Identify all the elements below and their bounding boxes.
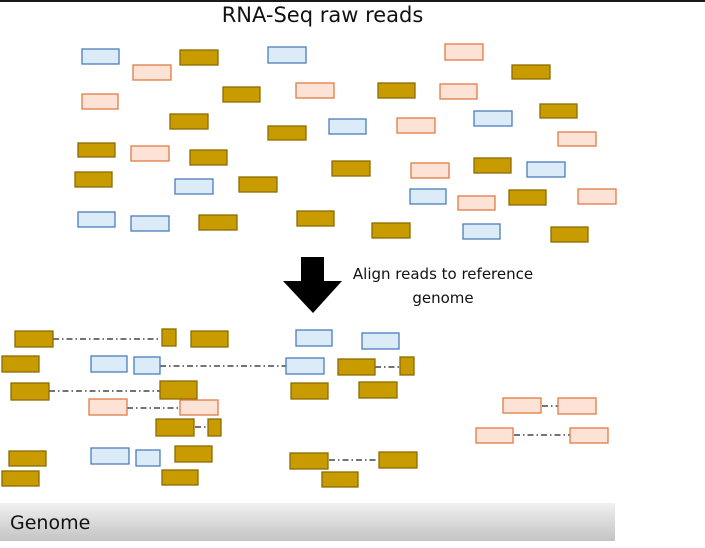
- page-title: RNA-Seq raw reads: [221, 3, 424, 27]
- gold-read: [238, 176, 278, 193]
- peach-read: [444, 43, 484, 61]
- gold-read: [8, 450, 47, 467]
- peach-read: [410, 162, 450, 179]
- gold-read: [190, 330, 229, 348]
- peach-read: [557, 397, 597, 415]
- peach-read: [88, 398, 128, 416]
- gold-read: [296, 210, 335, 227]
- gold-read: [337, 358, 376, 376]
- gold-read: [539, 103, 578, 119]
- gold-read: [1, 470, 40, 487]
- genome-bar: Genome: [0, 503, 615, 541]
- blue-read: [328, 118, 367, 135]
- gold-read: [358, 381, 398, 399]
- blue-read: [267, 46, 307, 64]
- gold-read: [331, 160, 371, 177]
- peach-read: [132, 64, 172, 81]
- peach-read: [502, 397, 542, 414]
- peach-read: [475, 427, 514, 444]
- peach-read: [130, 145, 170, 162]
- gold-read: [508, 189, 547, 206]
- peach-read: [81, 93, 119, 110]
- align-caption: Align reads to reference genome: [330, 262, 556, 310]
- gold-read: [550, 226, 589, 243]
- caption-line-1: Align reads to reference: [352, 265, 534, 283]
- blue-read: [133, 356, 161, 375]
- blue-read: [462, 223, 501, 240]
- peach-read: [439, 83, 478, 100]
- gold-read: [14, 330, 54, 348]
- gold-read: [511, 64, 551, 80]
- gold-read: [289, 452, 329, 470]
- genome-label: Genome: [10, 512, 91, 534]
- gold-read: [321, 471, 359, 488]
- gold-read: [77, 142, 116, 158]
- blue-read: [361, 332, 400, 350]
- blue-read: [135, 449, 161, 467]
- blue-read: [81, 48, 120, 65]
- gold-read: [377, 82, 416, 99]
- gold-read: [159, 380, 198, 400]
- peach-read: [179, 399, 219, 416]
- peach-read: [577, 188, 617, 205]
- caption-line-2: genome: [412, 289, 474, 307]
- gold-read: [161, 328, 177, 347]
- gold-read: [222, 86, 261, 103]
- raw-reads-group: [74, 43, 617, 243]
- gold-read: [290, 382, 329, 400]
- peach-read: [569, 427, 609, 444]
- blue-read: [90, 355, 128, 373]
- blue-read: [409, 188, 447, 205]
- blue-read: [526, 161, 566, 178]
- blue-read: [295, 329, 333, 347]
- blue-read: [77, 211, 116, 228]
- gold-read: [1, 355, 40, 373]
- gold-read: [207, 418, 222, 437]
- gold-read: [378, 451, 418, 469]
- peach-read: [295, 82, 335, 99]
- blue-read: [285, 357, 325, 375]
- peach-read: [557, 131, 597, 147]
- gold-read: [10, 382, 50, 401]
- gold-read: [179, 49, 219, 66]
- gold-read: [74, 171, 113, 188]
- arrow-shape: [283, 257, 342, 313]
- gold-read: [198, 214, 238, 231]
- blue-read: [130, 215, 170, 232]
- gold-read: [473, 157, 512, 174]
- aligned-reads-group: [1, 328, 609, 488]
- blue-read: [473, 110, 513, 127]
- peach-read: [396, 117, 436, 134]
- peach-read: [457, 195, 496, 211]
- gold-read: [169, 113, 209, 130]
- gold-read: [399, 356, 415, 376]
- gold-read: [174, 445, 213, 463]
- gold-read: [189, 149, 228, 166]
- gold-read: [371, 222, 411, 239]
- gold-read: [267, 125, 307, 141]
- gold-read: [155, 418, 195, 437]
- blue-read: [90, 447, 130, 465]
- down-arrow-icon: [283, 257, 342, 313]
- top-rule: [0, 0, 705, 2]
- blue-read: [174, 178, 214, 195]
- gold-read: [161, 469, 199, 486]
